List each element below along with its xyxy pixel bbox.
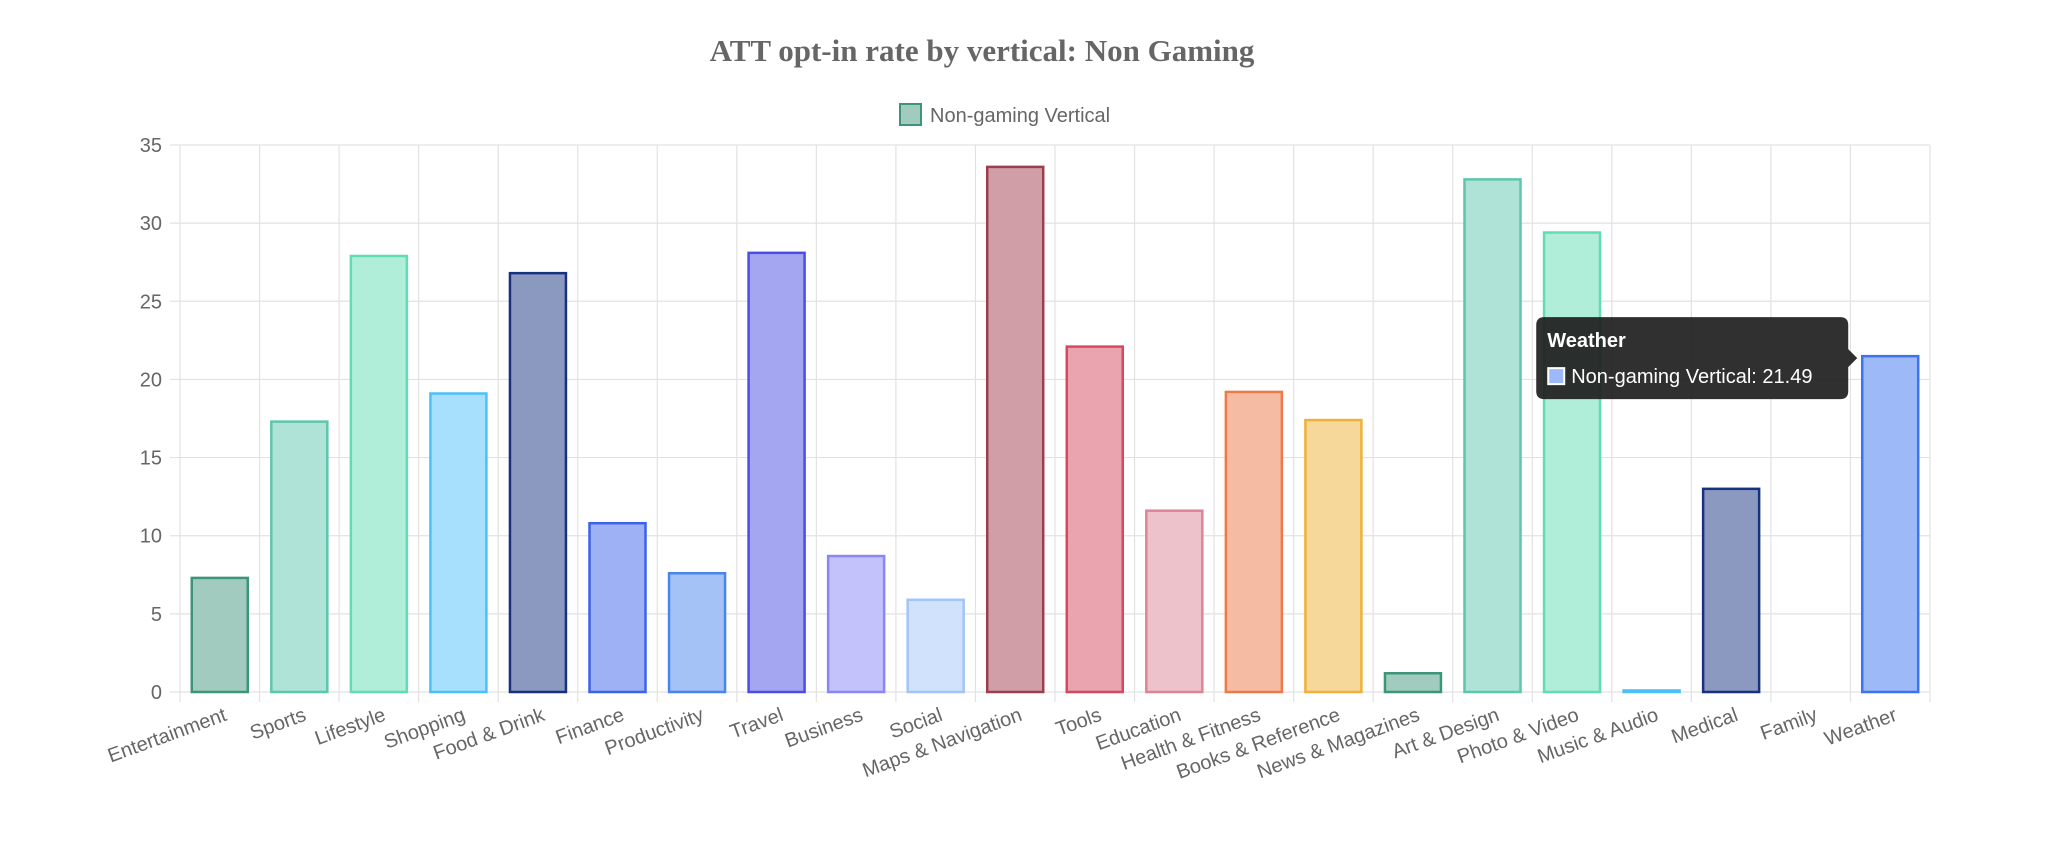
bar-weather[interactable] — [1860, 354, 1920, 694]
bar-medical[interactable] — [1701, 487, 1761, 694]
bar-lifestyle[interactable] — [349, 254, 409, 694]
bar-productivity[interactable] — [667, 571, 727, 694]
y-tick-label: 20 — [140, 369, 162, 391]
legend[interactable]: Non-gaming Vertical — [899, 103, 1110, 127]
y-tick-label: 15 — [140, 448, 162, 470]
x-tick-label: Travel — [727, 704, 786, 743]
bar-shopping[interactable] — [429, 392, 488, 694]
tooltip-title: Weather — [1547, 330, 1626, 352]
y-tick-label: 30 — [140, 213, 162, 235]
bars — [190, 165, 1920, 694]
bar-finance[interactable] — [588, 521, 647, 694]
y-tick-label: 0 — [151, 682, 162, 704]
chart-title: ATT opt-in rate by vertical: Non Gaming — [710, 33, 1255, 68]
bar-music-audio[interactable] — [1622, 689, 1681, 694]
x-tick-label: Business — [782, 704, 866, 752]
y-tick-label: 10 — [140, 526, 162, 548]
tooltip: Weather Non-gaming Vertical: 21.49 — [1536, 317, 1858, 400]
x-tick-label: Maps & Navigation — [860, 704, 1025, 782]
y-axis: 0 5 10 15 20 25 30 35 — [140, 135, 162, 704]
legend-label[interactable]: Non-gaming Vertical — [930, 105, 1110, 127]
x-axis: Entertainment Sports LifestyleShoppingFood… — [105, 704, 1900, 784]
tooltip-swatch — [1547, 367, 1566, 386]
y-tick-label: 5 — [151, 604, 162, 626]
bar-books-reference[interactable] — [1304, 418, 1363, 694]
x-tick-label: Medical — [1669, 704, 1741, 748]
bar-photo-video[interactable] — [1542, 231, 1602, 694]
x-tick-label: Entertainment — [105, 704, 230, 767]
y-tick-label: 25 — [140, 291, 162, 313]
grid — [170, 144, 1931, 702]
bar-news-magazines[interactable] — [1383, 671, 1443, 694]
bar-entertainment[interactable] — [190, 576, 250, 694]
legend-swatch[interactable] — [899, 103, 922, 126]
x-tick-label: Lifestyle — [312, 704, 388, 750]
bar-business[interactable] — [826, 554, 886, 694]
y-tick-label: 35 — [140, 135, 162, 157]
bar-art-design[interactable] — [1463, 178, 1522, 694]
x-tick-label: Weather — [1822, 704, 1901, 751]
bar-education[interactable] — [1145, 509, 1204, 694]
bar-food-drink[interactable] — [508, 271, 568, 694]
bar-health-fitness[interactable] — [1224, 390, 1284, 694]
tooltip-label: Non-gaming Vertical: 21.49 — [1571, 366, 1812, 388]
tooltip-background — [1536, 317, 1858, 400]
x-tick-label: Sports — [247, 704, 309, 744]
bar-social[interactable] — [906, 598, 965, 694]
x-tick-label: Family — [1758, 704, 1821, 745]
bar-sports[interactable] — [270, 420, 329, 694]
bar-maps-navigation[interactable] — [985, 165, 1045, 694]
bar-travel[interactable] — [747, 251, 806, 694]
bar-tools[interactable] — [1065, 345, 1125, 694]
